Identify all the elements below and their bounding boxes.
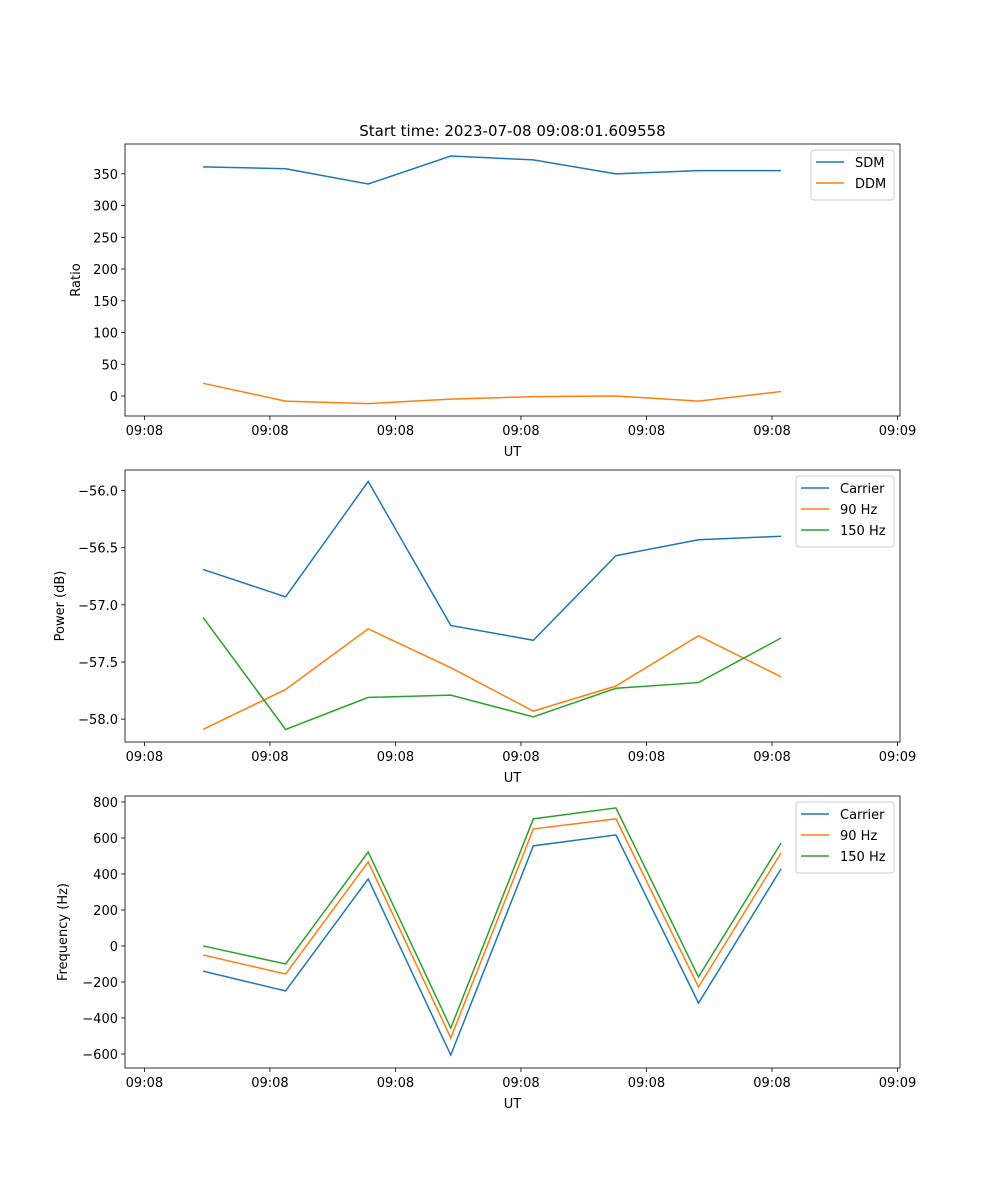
- y-tick-label: 800: [93, 796, 118, 811]
- subplot-3: 09:08 09:08 09:08 09:08 09:08 09:08 09:09 −600 −…: [56, 795, 916, 1112]
- x-tick-label: 09:08: [126, 1076, 163, 1091]
- legend-label: SDM: [855, 156, 884, 171]
- x-tick-label: 09:08: [126, 424, 163, 439]
- x-tick-label: 09:09: [879, 424, 916, 439]
- x-tick-label: 09:08: [753, 1076, 790, 1091]
- series-line-carrier: [202, 480, 782, 642]
- y-axis-label: Power (dB): [53, 571, 68, 642]
- y-tick-label: 200: [93, 263, 118, 278]
- legend-label: DDM: [855, 177, 886, 192]
- y-axis-label: Ratio: [69, 263, 84, 296]
- y-tick-label: 50: [101, 358, 118, 373]
- legend-label: 90 Hz: [840, 503, 877, 518]
- y-tick-label: −200: [82, 976, 118, 991]
- axes-frame: [124, 795, 901, 1069]
- y-tick-label: 300: [93, 200, 118, 215]
- x-axis-label: UT: [504, 771, 522, 786]
- y-tick-label: −57.5: [78, 656, 118, 671]
- x-tick-label: 09:08: [628, 1076, 665, 1091]
- x-tick-label: 09:08: [251, 750, 288, 765]
- y-tick-label: −58.0: [78, 713, 118, 728]
- legend-label: 90 Hz: [840, 829, 877, 844]
- legend-label: Carrier: [840, 808, 885, 823]
- y-tick-label: −56.5: [78, 542, 118, 557]
- series-line-150-hz: [202, 616, 782, 731]
- y-tick-label: 0: [110, 390, 118, 405]
- subplot-1: Start time: 2023-07-08 09:08:01.609558 09…: [69, 122, 916, 460]
- series-line-sdm: [203, 155, 782, 185]
- x-tick-label: 09:08: [502, 424, 539, 439]
- x-tick-label: 09:08: [377, 424, 414, 439]
- y-tick-label: 250: [93, 231, 118, 246]
- x-tick-label: 09:08: [377, 750, 414, 765]
- y-tick-label: 0: [110, 940, 118, 955]
- legend-label: Carrier: [840, 482, 885, 497]
- y-tick-label: −400: [82, 1012, 118, 1027]
- x-tick-label: 09:09: [879, 1076, 916, 1091]
- series-line-ddm: [202, 382, 782, 405]
- y-tick-label: 600: [93, 832, 118, 847]
- x-tick-label: 09:08: [126, 750, 163, 765]
- x-tick-label: 09:08: [251, 1076, 288, 1091]
- legend: Carrier 90 Hz 150 Hz: [795, 801, 895, 874]
- x-tick-label: 09:09: [879, 750, 916, 765]
- x-tick-label: 09:08: [753, 424, 790, 439]
- axes-frame: [124, 143, 901, 417]
- x-tick-label: 09:08: [628, 750, 665, 765]
- y-tick-label: 400: [93, 868, 118, 883]
- x-tick-label: 09:08: [753, 750, 790, 765]
- x-tick-label: 09:08: [251, 424, 288, 439]
- y-axis-label: Frequency (Hz): [56, 883, 71, 981]
- series-line-carrier: [202, 834, 782, 1057]
- y-tick-label: 350: [93, 168, 118, 183]
- y-tick-label: −56.0: [78, 485, 118, 500]
- subplot-2: 09:08 09:08 09:08 09:08 09:08 09:08 09:09 −58.0…: [53, 469, 916, 786]
- legend: SDM DDM: [810, 149, 895, 201]
- series-line-90-hz: [202, 818, 782, 1040]
- y-tick-label: 200: [93, 904, 118, 919]
- y-tick-label: −57.0: [78, 599, 118, 614]
- series-line-90-hz: [202, 627, 782, 731]
- y-tick-label: 100: [93, 327, 118, 342]
- axes-frame: [124, 469, 901, 743]
- legend-label: 150 Hz: [840, 850, 886, 865]
- x-axis-label: UT: [504, 1097, 522, 1112]
- legend: Carrier 90 Hz 150 Hz: [795, 475, 895, 548]
- series-line-150-hz: [202, 807, 782, 1030]
- x-tick-label: 09:08: [502, 750, 539, 765]
- y-tick-label: 150: [93, 295, 118, 310]
- x-tick-label: 09:08: [377, 1076, 414, 1091]
- chart-title: Start time: 2023-07-08 09:08:01.609558: [359, 122, 665, 140]
- legend-label: 150 Hz: [840, 524, 886, 539]
- y-tick-label: −600: [82, 1048, 118, 1063]
- x-tick-label: 09:08: [628, 424, 665, 439]
- x-tick-label: 09:08: [502, 1076, 539, 1091]
- x-axis-label: UT: [504, 445, 522, 460]
